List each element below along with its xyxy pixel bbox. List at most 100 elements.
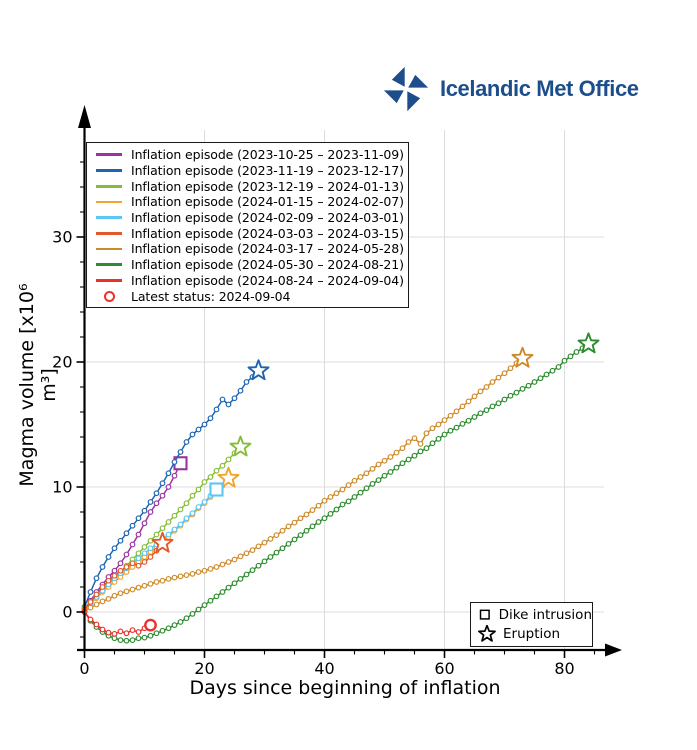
data-point-marker bbox=[303, 511, 310, 518]
data-point-marker bbox=[141, 544, 148, 550]
data-point-marker bbox=[261, 539, 268, 546]
data-point-marker bbox=[291, 536, 298, 543]
data-point-marker bbox=[279, 545, 286, 552]
data-point-marker bbox=[105, 577, 112, 584]
data-point-marker bbox=[183, 439, 190, 445]
legend-item: Inflation episode (2024-08-24 – 2024-09-… bbox=[96, 273, 408, 289]
data-point-marker bbox=[117, 537, 124, 544]
data-point-marker bbox=[237, 575, 244, 582]
data-point-marker bbox=[165, 625, 172, 632]
x-tick-label: 60 bbox=[434, 659, 454, 678]
data-point-marker bbox=[315, 502, 322, 509]
data-point-marker bbox=[513, 389, 520, 396]
x-axis-arrow bbox=[605, 643, 622, 657]
data-point-marker bbox=[345, 498, 352, 505]
x-tick-label: 0 bbox=[79, 659, 89, 678]
data-point-marker bbox=[195, 426, 202, 433]
data-point-marker bbox=[159, 480, 166, 487]
data-point-marker bbox=[195, 569, 202, 575]
eruption-marker bbox=[229, 435, 252, 457]
data-point-marker bbox=[171, 472, 178, 479]
data-point-marker bbox=[357, 474, 364, 480]
data-point-marker bbox=[201, 479, 208, 485]
y-tick-label: 10 bbox=[52, 478, 72, 497]
data-point-marker bbox=[279, 527, 286, 534]
data-point-marker bbox=[459, 403, 466, 410]
data-point-marker bbox=[111, 572, 118, 579]
legend-line-swatch bbox=[96, 169, 122, 172]
imo-pinwheel-icon bbox=[383, 66, 429, 112]
data-point-marker bbox=[477, 388, 484, 395]
legend-item: Dike intrusion bbox=[477, 605, 592, 624]
data-point-marker bbox=[93, 591, 100, 598]
data-point-marker bbox=[123, 588, 130, 595]
data-point-marker bbox=[465, 417, 472, 424]
legend-item-label: Inflation episode (2024-03-17 – 2024-05-… bbox=[131, 241, 404, 257]
data-point-marker bbox=[357, 489, 364, 496]
data-point-marker bbox=[117, 637, 124, 644]
data-point-marker bbox=[429, 440, 436, 447]
data-point-marker bbox=[153, 500, 160, 507]
imo-logo-text: Icelandic Met Office bbox=[440, 76, 639, 101]
data-point-marker bbox=[189, 510, 196, 517]
legend-item: Inflation episode (2023-11-19 – 2023-12-… bbox=[96, 163, 408, 179]
data-point-marker bbox=[249, 567, 256, 574]
data-point-marker bbox=[195, 486, 202, 493]
data-point-marker bbox=[387, 469, 394, 475]
data-point-marker bbox=[507, 392, 514, 399]
data-point-marker bbox=[99, 584, 106, 590]
data-point-marker bbox=[153, 630, 160, 637]
data-point-marker bbox=[87, 604, 94, 611]
legend-item-label: Inflation episode (2024-01-15 – 2024-02-… bbox=[131, 194, 404, 210]
data-point-marker bbox=[309, 507, 316, 514]
data-point-marker bbox=[171, 622, 178, 629]
y-axis-label: Magma volume [x10⁶ m³] bbox=[16, 283, 60, 487]
data-point-marker bbox=[183, 500, 190, 507]
data-point-marker bbox=[363, 470, 370, 477]
data-point-marker bbox=[267, 535, 274, 542]
x-tick-label: 80 bbox=[554, 659, 574, 678]
legend-item: Inflation episode (2024-03-17 – 2024-05-… bbox=[96, 241, 408, 257]
data-point-marker bbox=[381, 472, 388, 479]
data-point-marker bbox=[351, 477, 358, 484]
data-point-marker bbox=[87, 599, 94, 605]
data-point-marker bbox=[129, 560, 136, 567]
data-point-marker bbox=[465, 398, 472, 405]
data-point-marker bbox=[129, 627, 136, 634]
data-point-marker bbox=[441, 417, 448, 424]
data-point-marker bbox=[153, 490, 160, 497]
legend-item-label: Inflation episode (2024-03-03 – 2024-03-… bbox=[131, 225, 404, 241]
latest-status-icon bbox=[96, 290, 122, 302]
data-point-marker bbox=[261, 558, 268, 565]
data-point-marker bbox=[333, 490, 340, 497]
legend-item-label: Inflation episode (2024-02-09 – 2024-03-… bbox=[131, 210, 404, 226]
data-point-marker bbox=[135, 550, 142, 557]
data-point-marker bbox=[369, 465, 376, 472]
data-point-marker bbox=[477, 410, 484, 417]
data-point-marker bbox=[159, 525, 166, 532]
legend-item: Inflation episode (2024-03-03 – 2024-03-… bbox=[96, 225, 408, 241]
data-point-marker bbox=[189, 431, 196, 438]
data-point-marker bbox=[471, 393, 478, 400]
data-point-marker bbox=[147, 632, 154, 639]
data-point-marker bbox=[561, 357, 568, 364]
data-point-marker bbox=[375, 477, 382, 484]
data-point-marker bbox=[501, 370, 508, 377]
data-point-marker bbox=[339, 486, 346, 493]
data-point-marker bbox=[177, 449, 184, 455]
y-tick-label: 30 bbox=[52, 228, 72, 247]
data-point-marker bbox=[111, 545, 118, 552]
data-point-marker bbox=[183, 572, 190, 579]
data-point-marker bbox=[105, 554, 112, 560]
legend-line-swatch bbox=[96, 153, 122, 157]
data-point-marker bbox=[93, 601, 100, 608]
data-point-marker bbox=[393, 464, 400, 471]
data-point-marker bbox=[573, 349, 580, 355]
data-point-marker bbox=[219, 396, 226, 403]
data-point-marker bbox=[159, 627, 166, 634]
data-point-marker bbox=[393, 449, 400, 456]
data-point-marker bbox=[99, 598, 106, 605]
data-point-marker bbox=[489, 379, 496, 385]
data-point-marker bbox=[255, 543, 262, 550]
eruption-marker bbox=[217, 466, 240, 488]
